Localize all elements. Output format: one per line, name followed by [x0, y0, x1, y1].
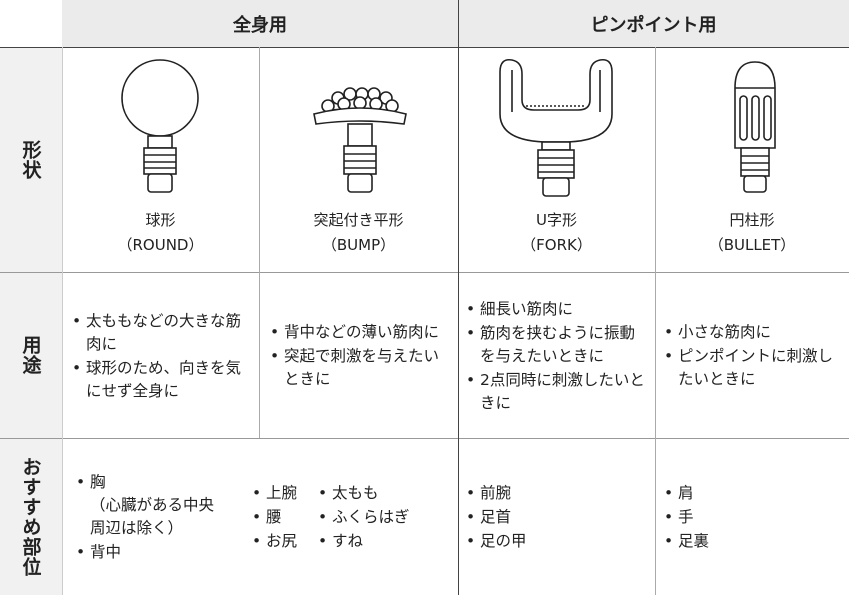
recommend-text: ふくらはぎ [332, 507, 410, 526]
recommend-item: 手 [664, 506, 709, 529]
header-bg [62, 0, 849, 47]
recommend-text: お尻 [266, 531, 298, 550]
use-item: 球形のため、向きを気にせず全身に [72, 357, 248, 403]
use-item: ピンポイントに刺激したいときに [664, 345, 839, 391]
recommend-list: 肩手足裏 [664, 481, 709, 554]
recommend-list: 上腕腰お尻 [252, 481, 297, 554]
recommend-item: 前腕 [466, 482, 527, 505]
shape-caption: 突起付き平形 （BUMP） [259, 208, 458, 268]
shape-sub: （BUMP） [321, 236, 396, 254]
recommend-item: 胸 （心臓がある中央 周辺は除く） [76, 471, 214, 540]
divider [62, 47, 63, 595]
use-item: 筋肉を挟むように振動を与えたいときに [466, 322, 646, 368]
recommend-list: 前腕足首足の甲 [466, 481, 527, 554]
recommend-text: すね [332, 531, 364, 550]
shape-sub: （FORK） [521, 236, 592, 254]
row-label-text: 形状 [19, 139, 42, 180]
shape-caption: 球形 （ROUND） [62, 208, 259, 268]
row-label: 用途 [0, 272, 62, 438]
group-title: 全身用 [233, 14, 287, 36]
recommend-item: すね [318, 530, 410, 553]
use-cell: 太ももなどの大きな筋肉に球形のため、向きを気にせず全身に [72, 276, 248, 436]
recommend-text: 太もも [332, 483, 379, 502]
icon-round [121, 59, 199, 193]
use-list: 背中などの薄い筋肉に突起で刺激を与えたいときに [270, 320, 446, 392]
row-label: おすすめ部位 [0, 438, 62, 595]
recommend-item: ふくらはぎ [318, 506, 410, 529]
use-item: 背中などの薄い筋肉に [270, 321, 446, 344]
icon-bullet [734, 61, 776, 193]
use-item: 太ももなどの大きな筋肉に [72, 310, 248, 356]
divider [458, 0, 459, 595]
recommend-cell: 前腕足首足の甲 [466, 442, 646, 592]
divider [259, 47, 260, 438]
row-label-text: おすすめ部位 [19, 456, 42, 577]
shape-sub: （ROUND） [117, 236, 204, 254]
rule [0, 438, 849, 439]
recommend-item: 背中 [76, 541, 214, 564]
use-item: 2点同時に刺激したいときに [466, 369, 646, 415]
recommend-item: 足の甲 [466, 530, 527, 553]
recommend-item: 太もも [318, 482, 410, 505]
recommend-text: 手 [678, 507, 694, 526]
recommend-note: （心臓がある中央 周辺は除く） [90, 495, 215, 537]
recommend-item: 肩 [664, 482, 709, 505]
recommend-item: 上腕 [252, 482, 297, 505]
rule [0, 272, 849, 273]
divider [655, 47, 656, 595]
icon-fork [499, 58, 613, 197]
shape-name: 突起付き平形 [313, 211, 404, 229]
recommend-text: 足の甲 [480, 531, 527, 550]
recommend-text: 上腕 [266, 483, 298, 502]
recommend-text: 胸 [90, 472, 106, 491]
row-label: 形状 [0, 47, 62, 272]
use-cell: 小さな筋肉にピンポイントに刺激したいときに [664, 276, 839, 436]
recommend-text: 足裏 [678, 531, 710, 550]
use-list: 太ももなどの大きな筋肉に球形のため、向きを気にせず全身に [72, 309, 248, 404]
recommend-text: 足首 [480, 507, 512, 526]
shape-name: 円柱形 [729, 211, 775, 229]
icon-bump [313, 87, 407, 193]
shape-sub: （BULLET） [708, 236, 796, 254]
recommend-item: 腰 [252, 506, 297, 529]
use-item: 突起で刺激を与えたいときに [270, 345, 446, 391]
recommend-item: 足首 [466, 506, 527, 529]
recommend-text: 肩 [678, 483, 694, 502]
use-list: 細長い筋肉に筋肉を挟むように振動を与えたいときに2点同時に刺激したいときに [466, 297, 646, 416]
recommend-item: お尻 [252, 530, 297, 553]
row-label-text: 用途 [19, 335, 42, 375]
use-item: 細長い筋肉に [466, 298, 646, 321]
recommend-item: 足裏 [664, 530, 709, 553]
recommend-list: 太ももふくらはぎすね [318, 481, 410, 554]
shape-caption: U字形 （FORK） [458, 208, 655, 268]
use-cell: 背中などの薄い筋肉に突起で刺激を与えたいときに [270, 276, 446, 436]
recommend-text: 背中 [90, 542, 122, 561]
recommend-cell: 上腕腰お尻 [252, 442, 322, 592]
recommend-list: 胸 （心臓がある中央 周辺は除く） 背中 [76, 470, 214, 565]
shape-name: U字形 [536, 211, 577, 229]
recommend-cell: 肩手足裏 [664, 442, 839, 592]
recommend-cell: 太ももふくらはぎすね [318, 442, 448, 592]
group-title: ピンポイント用 [590, 14, 717, 36]
use-list: 小さな筋肉にピンポイントに刺激したいときに [664, 320, 839, 392]
shape-caption: 円柱形 （BULLET） [655, 208, 849, 268]
row-header-bg [0, 47, 62, 595]
rule [0, 47, 849, 48]
shape-name: 球形 [145, 211, 176, 229]
recommend-text: 前腕 [480, 483, 512, 502]
use-item: 小さな筋肉に [664, 321, 839, 344]
use-cell: 細長い筋肉に筋肉を挟むように振動を与えたいときに2点同時に刺激したいときに [466, 276, 646, 436]
recommend-cell: 胸 （心臓がある中央 周辺は除く） 背中 [76, 442, 241, 592]
recommend-text: 腰 [266, 507, 282, 526]
